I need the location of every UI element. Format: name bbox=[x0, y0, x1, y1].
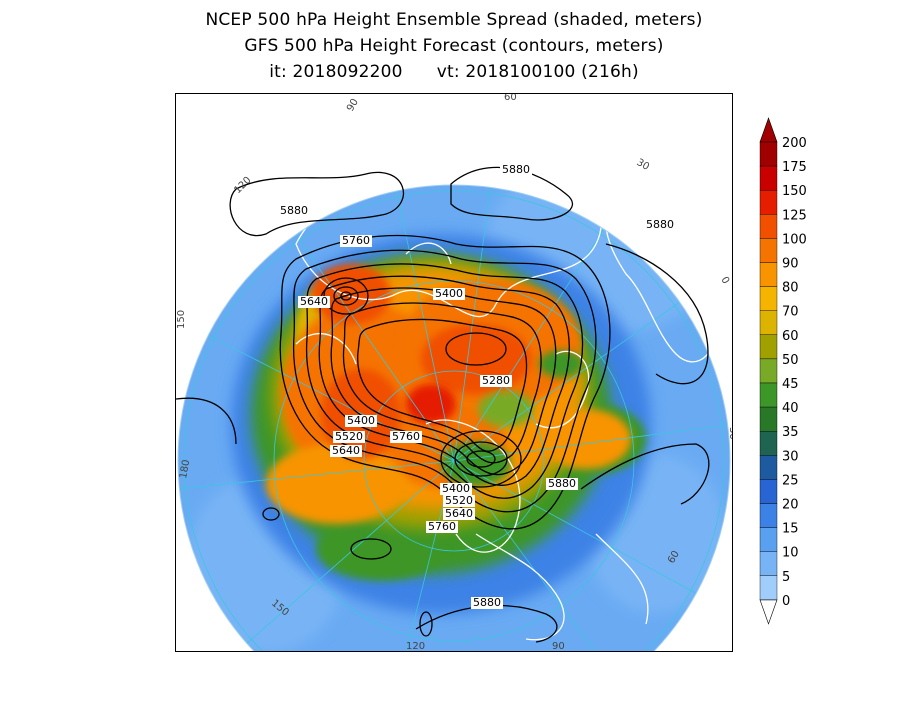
contour-label-bg bbox=[298, 296, 330, 308]
colorbar-label: 10 bbox=[782, 546, 799, 561]
contour-label-bg bbox=[443, 508, 475, 520]
colorbar-label: 175 bbox=[782, 160, 807, 175]
colorbar-swatch bbox=[759, 189, 778, 215]
longitude-label: 30 bbox=[727, 427, 733, 440]
colorbar-label: 25 bbox=[782, 473, 799, 488]
contour-label: 5640 bbox=[445, 507, 473, 520]
colorbar-swatch bbox=[759, 165, 778, 191]
contour-label: 5880 bbox=[646, 218, 674, 231]
colorbar-swatch bbox=[759, 141, 778, 167]
contour-label: 5880 bbox=[280, 204, 308, 217]
hemisphere-edge bbox=[177, 184, 731, 651]
colorbar-swatch bbox=[759, 479, 778, 504]
contour-label-bg bbox=[471, 597, 503, 609]
contour-label: 5640 bbox=[332, 444, 360, 457]
contour-label: 5880 bbox=[473, 596, 501, 609]
contour-label: 5760 bbox=[342, 234, 370, 247]
colorbar-swatch bbox=[759, 214, 778, 239]
contour-label: 5880 bbox=[548, 477, 576, 490]
colorbar-label: 40 bbox=[782, 401, 799, 416]
contour-label: 5520 bbox=[335, 430, 363, 443]
colorbar-swatch bbox=[759, 310, 778, 336]
contour-label-bg bbox=[390, 431, 422, 443]
colorbar-swatch bbox=[759, 551, 778, 577]
colorbar-label: 0 bbox=[782, 594, 790, 609]
contour-label-bg bbox=[546, 478, 578, 490]
contour-label-bg bbox=[480, 375, 512, 387]
colorbar-label: 150 bbox=[782, 184, 807, 199]
contour-label: 5760 bbox=[428, 520, 456, 533]
colorbar-label: 90 bbox=[782, 257, 799, 272]
contour-label-bg bbox=[500, 164, 532, 176]
chart-title-line1: NCEP 500 hPa Height Ensemble Spread (sha… bbox=[205, 10, 703, 30]
contour-label: 5400 bbox=[347, 414, 375, 427]
colorbar-swatch bbox=[759, 358, 778, 384]
contour-label-bg bbox=[443, 495, 475, 507]
colorbar-label: 60 bbox=[782, 329, 799, 344]
colorbar-swatch bbox=[759, 575, 778, 601]
longitude-label: 150 bbox=[176, 310, 187, 329]
contour-labels: 5880588058805760564054005280540055205640… bbox=[278, 163, 676, 609]
contour-label: 5400 bbox=[435, 287, 463, 300]
longitude-label: 60 bbox=[504, 94, 517, 103]
contour-label-bg bbox=[330, 445, 362, 457]
contour-label: 5880 bbox=[502, 163, 530, 176]
colorbar-swatch bbox=[759, 334, 778, 360]
contour-label-bg bbox=[644, 219, 676, 231]
colorbar-top-arrow bbox=[759, 117, 778, 143]
contour-label-bg bbox=[333, 431, 365, 443]
colorbar-label: 125 bbox=[782, 208, 807, 223]
contour-label-bg bbox=[433, 288, 465, 300]
colorbar-swatch bbox=[759, 527, 778, 552]
longitude-label: 90 bbox=[552, 641, 565, 652]
contour-label-bg bbox=[426, 521, 458, 533]
colorbar-label: 70 bbox=[782, 305, 799, 320]
colorbar-label: 5 bbox=[782, 570, 790, 585]
colorbar-swatch bbox=[759, 406, 778, 432]
contour-label: 5280 bbox=[482, 374, 510, 387]
contour-label: 5760 bbox=[392, 430, 420, 443]
contour-label: 5520 bbox=[445, 494, 473, 507]
contour-label-bg bbox=[345, 415, 377, 427]
colorbar-swatch bbox=[759, 503, 778, 528]
colorbar-swatch bbox=[759, 431, 778, 456]
contour-label-bg bbox=[440, 483, 472, 495]
chart-title-line2: GFS 500 hPa Height Forecast (contours, m… bbox=[244, 36, 664, 56]
height-contours bbox=[176, 166, 710, 643]
colorbar-swatch bbox=[759, 382, 778, 408]
valid-time: vt: 2018100100 (216h) bbox=[436, 62, 639, 82]
colorbar-label: 45 bbox=[782, 377, 799, 392]
chart-time-line: it: 2018092200 vt: 2018100100 (216h) bbox=[0, 62, 908, 82]
colorbar-label: 200 bbox=[782, 136, 807, 151]
colorbar-label: 50 bbox=[782, 353, 799, 368]
colorbar-label: 20 bbox=[782, 498, 799, 513]
longitude-label: 180 bbox=[178, 459, 192, 480]
contour-label-bg bbox=[340, 235, 372, 247]
polar-map: 5880 5880 5880 5760 5640 5400 5280 5400 5520 5640… bbox=[175, 93, 733, 652]
colorbar-swatch bbox=[759, 455, 778, 480]
colorbar-swatch bbox=[759, 286, 778, 311]
colorbar-swatch bbox=[759, 262, 778, 287]
colorbar-label: 30 bbox=[782, 449, 799, 464]
colorbar-label: 100 bbox=[782, 232, 807, 247]
colorbar-swatch bbox=[759, 238, 778, 263]
init-time: it: 2018092200 bbox=[269, 62, 403, 82]
colorbar-label: 35 bbox=[782, 425, 799, 440]
longitude-label: 120 bbox=[406, 641, 425, 652]
contour-label: 5640 bbox=[300, 295, 328, 308]
colorbar-label: 80 bbox=[782, 281, 799, 296]
polar-map-canvas: 5880588058805760564054005280540055205640… bbox=[176, 94, 733, 652]
contour-label-bg bbox=[278, 205, 310, 217]
colorbar-label: 15 bbox=[782, 522, 799, 537]
colorbar-bottom-arrow bbox=[759, 599, 778, 625]
longitude-label: 0 bbox=[718, 275, 731, 286]
contour-label: 5400 bbox=[442, 482, 470, 495]
